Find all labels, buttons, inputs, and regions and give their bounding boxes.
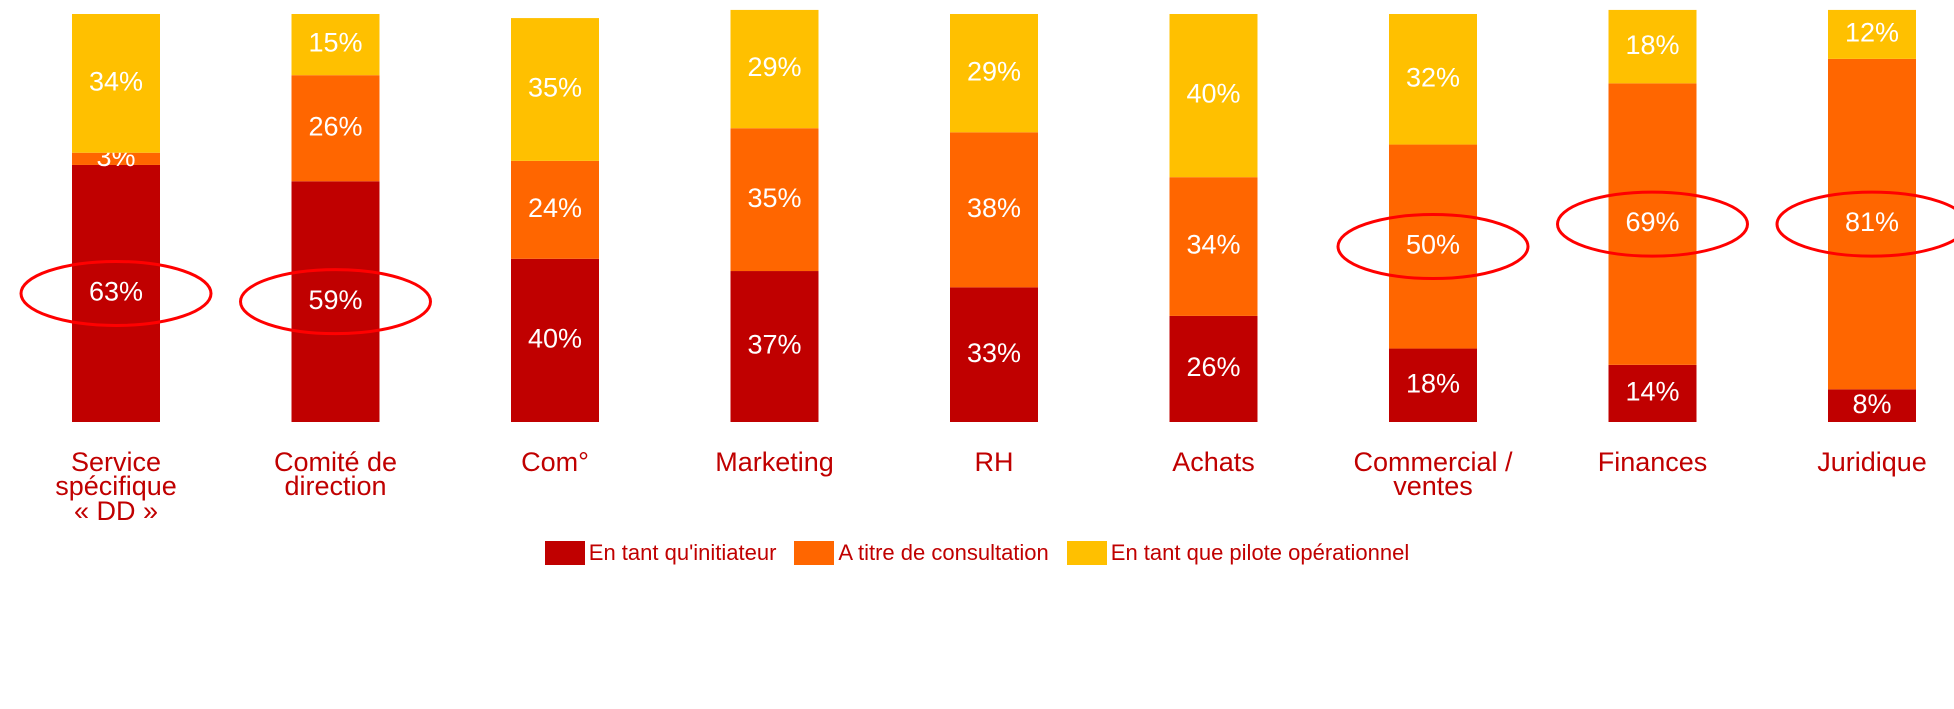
value-label: 18% (1625, 30, 1679, 60)
legend-swatch (1066, 541, 1107, 565)
legend-label: En tant qu'initiateur (588, 540, 777, 565)
category-label: Service spécifique « DD » (55, 447, 177, 526)
bar-segment (1828, 389, 1916, 422)
bar-segment (72, 164, 160, 422)
value-label: 38% (967, 193, 1021, 223)
bar-segment (1169, 177, 1258, 316)
bar-segment (1389, 348, 1477, 422)
bar-segment (1389, 144, 1477, 349)
value-label: 15% (308, 28, 362, 58)
value-label: 50% (1406, 230, 1460, 260)
bar-segment (291, 14, 380, 76)
legend-item: En tant que pilote opérationnel (1066, 540, 1410, 566)
category-label: Achats (1172, 447, 1255, 477)
bar-segment (730, 128, 819, 272)
value-label: 59% (308, 285, 362, 315)
legend: En tant qu'initiateur A titre de consulta… (0, 540, 1954, 566)
value-label: 35% (528, 73, 582, 103)
value-label: 81% (1845, 207, 1899, 237)
bar-segment (291, 75, 380, 182)
legend-swatch (794, 541, 835, 565)
bar-segment (1828, 58, 1916, 390)
value-label: 26% (1186, 352, 1240, 382)
category-label: Commercial / ventes (1353, 447, 1513, 502)
bar-segment (730, 9, 819, 129)
value-label: 32% (1406, 62, 1460, 92)
bar-segment (950, 287, 1038, 422)
highlight-ellipse (239, 268, 432, 336)
value-label: 12% (1845, 18, 1899, 48)
highlight-ellipse (1556, 190, 1749, 258)
bar-segment (1169, 14, 1258, 178)
bar-segment (511, 258, 599, 422)
bar-segment (730, 271, 819, 422)
value-label: 26% (308, 111, 362, 141)
highlight-ellipse (1336, 213, 1530, 281)
bar-segment (1608, 364, 1697, 422)
category-label: Comité de direction (273, 447, 398, 502)
category-label: RH (974, 447, 1014, 477)
legend-label: En tant que pilote opérationnel (1110, 540, 1410, 565)
bar-segment (1608, 9, 1697, 84)
category-label: Juridique (1817, 447, 1927, 477)
value-label: 33% (967, 338, 1021, 368)
value-label: 35% (747, 183, 801, 213)
bar-segment (72, 152, 160, 165)
legend-item: A titre de consultation (794, 540, 1049, 566)
legend-item: En tant qu'initiateur (544, 540, 777, 566)
category-label: Marketing (715, 447, 834, 477)
value-label: 14% (1625, 377, 1679, 407)
bar-segment (72, 14, 160, 153)
category-label: Finances (1597, 447, 1708, 477)
value-label: 29% (967, 56, 1021, 86)
value-label: 34% (1186, 230, 1240, 260)
bar-segment (1389, 14, 1477, 145)
bar-segment (1169, 315, 1258, 422)
bar-segment (1828, 9, 1916, 59)
value-label: 40% (1186, 79, 1240, 109)
highlight-ellipse (19, 259, 213, 327)
value-label: 34% (89, 66, 143, 96)
value-label: 37% (747, 330, 801, 360)
bar-segment (950, 132, 1038, 288)
legend-swatch (544, 541, 585, 565)
legend-label: A titre de consultation (838, 540, 1049, 565)
value-label: 8% (1852, 389, 1891, 419)
value-label: 24% (528, 193, 582, 223)
bar-segment (291, 181, 380, 422)
category-label: Com° (521, 447, 589, 477)
value-label: 63% (89, 277, 143, 307)
value-label: 29% (747, 52, 801, 82)
bar-segment (1608, 83, 1697, 365)
bar-segment (511, 18, 599, 161)
value-label: 40% (528, 324, 582, 354)
highlight-ellipse (1775, 190, 1954, 258)
value-label: 18% (1406, 368, 1460, 398)
bar-segment (511, 160, 599, 259)
bar-segment (950, 14, 1038, 133)
value-label: 69% (1625, 207, 1679, 237)
